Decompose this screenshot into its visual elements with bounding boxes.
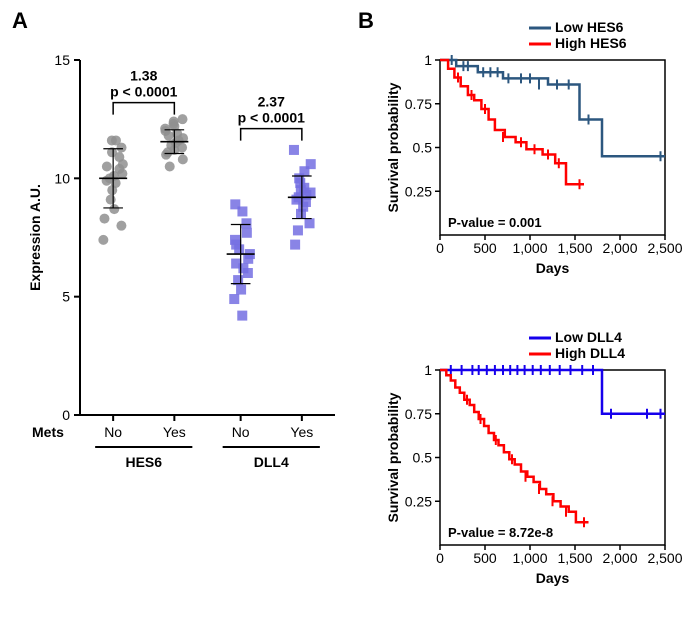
svg-text:Mets: Mets: [32, 424, 64, 440]
svg-text:2,500: 2,500: [647, 240, 682, 256]
svg-text:0.5: 0.5: [413, 140, 433, 156]
svg-text:500: 500: [473, 550, 497, 566]
svg-text:HES6: HES6: [125, 454, 162, 470]
panel-b-bottom-plot: 0.25 0.5 0.75 1 0 500 1,000 1,500 2,000 2,500 Days…: [385, 329, 683, 586]
svg-text:Days: Days: [536, 570, 570, 586]
svg-text:Yes: Yes: [163, 424, 186, 440]
svg-text:1,000: 1,000: [512, 550, 547, 566]
svg-text:0: 0: [436, 550, 444, 566]
svg-text:Days: Days: [536, 260, 570, 276]
svg-text:5: 5: [62, 289, 70, 305]
svg-text:0.75: 0.75: [405, 406, 432, 422]
svg-text:1,500: 1,500: [557, 240, 592, 256]
svg-text:Survival probability: Survival probability: [385, 392, 401, 522]
svg-text:2,000: 2,000: [602, 240, 637, 256]
svg-text:1: 1: [424, 362, 432, 378]
svg-text:p < 0.0001: p < 0.0001: [238, 110, 306, 126]
svg-text:No: No: [232, 424, 250, 440]
svg-text:10: 10: [54, 170, 70, 186]
svg-text:0.25: 0.25: [405, 183, 432, 199]
svg-text:High DLL4: High DLL4: [555, 345, 625, 361]
svg-text:2,500: 2,500: [647, 550, 682, 566]
panel-b-top-plot: 0.25 0.5 0.75 1 0 500 1,000 1,500 2,000 2,500 Days…: [385, 19, 683, 276]
svg-text:Expression A.U.: Expression A.U.: [27, 184, 43, 291]
svg-text:0: 0: [62, 407, 70, 423]
svg-text:1.38: 1.38: [130, 68, 157, 84]
svg-text:1,000: 1,000: [512, 240, 547, 256]
svg-text:P-value = 8.72e-8: P-value = 8.72e-8: [448, 525, 553, 540]
svg-text:15: 15: [54, 52, 70, 68]
svg-text:2,000: 2,000: [602, 550, 637, 566]
svg-text:1,500: 1,500: [557, 550, 592, 566]
svg-text:0.25: 0.25: [405, 493, 432, 509]
svg-text:No: No: [104, 424, 122, 440]
svg-text:0.75: 0.75: [405, 96, 432, 112]
svg-text:P-value = 0.001: P-value = 0.001: [448, 215, 542, 230]
panel-b-label: B: [358, 8, 374, 33]
svg-text:0.5: 0.5: [413, 450, 433, 466]
svg-text:p < 0.0001: p < 0.0001: [110, 84, 178, 100]
svg-text:1: 1: [424, 52, 432, 68]
svg-text:Low DLL4: Low DLL4: [555, 329, 622, 345]
svg-text:0: 0: [436, 240, 444, 256]
panel-a-plot: 0 5 10 15 Expression A.U. No Yes No Yes Mets HES6 D…: [27, 52, 335, 470]
svg-text:Survival probability: Survival probability: [385, 82, 401, 212]
svg-text:2.37: 2.37: [258, 94, 285, 110]
svg-text:DLL4: DLL4: [254, 454, 289, 470]
svg-text:Yes: Yes: [290, 424, 313, 440]
panel-a-label: A: [12, 8, 28, 33]
svg-text:High HES6: High HES6: [555, 35, 627, 51]
svg-text:Low HES6: Low HES6: [555, 19, 624, 35]
svg-text:500: 500: [473, 240, 497, 256]
